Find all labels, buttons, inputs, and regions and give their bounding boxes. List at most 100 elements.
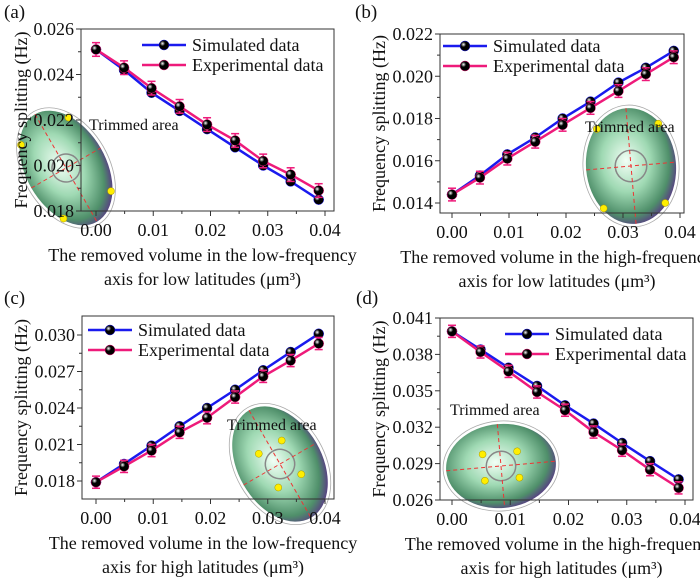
data-point xyxy=(174,101,185,112)
trimmed-point xyxy=(297,470,305,479)
x-axis-label-line2: axis for high latitudes (μm³) xyxy=(460,558,662,578)
trimmed-point xyxy=(593,125,601,133)
data-point xyxy=(446,326,458,337)
data-point xyxy=(585,102,596,114)
annotation-trimmed-area: Trimmed area xyxy=(585,119,675,136)
y-tick-label: 0.030 xyxy=(35,325,76,345)
panel-d: (d) Trimmed area 0.026 0.029 0.032 0.035 0.038… xyxy=(356,288,700,578)
y-tick-label: 0.024 xyxy=(35,398,76,418)
x-axis-label-line1: The removed volume in the low-frequency xyxy=(48,245,356,265)
resonator-inset xyxy=(228,402,332,526)
data-point xyxy=(673,482,684,494)
x-tick-label: 0.04 xyxy=(309,220,341,240)
panel-label: (b) xyxy=(355,2,377,23)
y-tick-label: 0.022 xyxy=(34,110,75,130)
trimmed-point xyxy=(654,119,663,128)
legend-label: Simulated data xyxy=(493,36,600,56)
x-axis-label-line2: axis for low latitudes (μm³) xyxy=(458,271,655,292)
resonator-rim xyxy=(582,104,680,228)
data-point xyxy=(503,366,514,377)
data-point xyxy=(201,412,213,423)
y-tick-label: 0.022 xyxy=(393,24,434,44)
axis-dashed-line xyxy=(446,460,556,472)
trimmed-point xyxy=(274,483,283,492)
x-tick-label: 0.02 xyxy=(550,222,582,242)
legend-item: Simulated data xyxy=(142,35,299,55)
legend-item: Experimental data xyxy=(142,55,323,75)
y-tick-label: 0.024 xyxy=(34,65,75,85)
resonator-shell xyxy=(19,110,113,226)
y-axis-label: Frequency splitting (Hz) xyxy=(369,35,390,212)
trimmed-point xyxy=(515,473,524,482)
axis-dashed-line xyxy=(243,442,317,486)
data-point xyxy=(90,476,102,488)
y-tick-label: 0.020 xyxy=(34,156,75,176)
data-point xyxy=(118,461,130,472)
data-point xyxy=(475,346,486,358)
data-point xyxy=(588,426,599,438)
x-tick-label: 0.01 xyxy=(493,222,525,242)
resonator-stem xyxy=(51,153,81,183)
x-tick-label: 0.04 xyxy=(669,509,700,529)
axis-dashed-line xyxy=(625,108,637,224)
resonator-inset xyxy=(582,104,680,228)
series-experimental xyxy=(446,324,684,495)
legend-marker xyxy=(104,344,116,356)
y-tick-label: 0.027 xyxy=(35,362,76,382)
data-point xyxy=(557,119,568,131)
trimmed-point xyxy=(599,204,608,213)
y-axis-label: Frequency splitting (Hz) xyxy=(11,32,32,209)
y-tick-label: 0.016 xyxy=(393,151,434,171)
data-point xyxy=(118,62,130,73)
x-tick-label: 0.01 xyxy=(495,509,527,529)
y-tick-label: 0.038 xyxy=(393,344,434,364)
resonator-inset xyxy=(442,420,560,512)
data-point xyxy=(616,445,628,456)
legend-label: Simulated data xyxy=(192,35,299,55)
data-point xyxy=(229,391,241,403)
x-tick-label: 0.03 xyxy=(252,508,284,528)
panel-label: (d) xyxy=(356,288,378,309)
data-point xyxy=(90,44,102,55)
data-point xyxy=(668,51,679,63)
y-tick-label: 0.021 xyxy=(35,435,76,455)
x-axis-label-line1: The removed volume in the high-frequency xyxy=(400,247,700,267)
legend-label: Experimental data xyxy=(555,344,686,364)
panel-label: (a) xyxy=(4,2,25,23)
data-point xyxy=(559,404,571,416)
y-axis-label: Frequency splitting (Hz) xyxy=(11,319,32,496)
y-tick-label: 0.018 xyxy=(393,109,434,129)
trimmed-point xyxy=(481,476,489,485)
panel-a: (a) Trimmed area 0.018 0.020 0.022 0.024 0.026… xyxy=(4,2,357,290)
legend-marker xyxy=(158,39,170,51)
panel-label: (c) xyxy=(4,288,25,309)
legend-marker xyxy=(104,324,116,336)
annotation-trimmed-area: Trimmed area xyxy=(89,117,179,134)
y-tick-label: 0.014 xyxy=(393,193,434,213)
y-tick-label: 0.032 xyxy=(393,417,434,437)
legend-marker xyxy=(158,59,170,71)
x-axis-label-line2: axis for high latitudes (μm³) xyxy=(102,557,304,578)
y-tick-label: 0.026 xyxy=(34,19,75,39)
legend-marker xyxy=(521,328,533,340)
data-point xyxy=(613,85,624,97)
x-axis-label-line1: The removed volume in the low-frequency xyxy=(49,533,357,553)
legend-item: Experimental data xyxy=(443,56,624,76)
x-tick-label: 0.02 xyxy=(195,220,227,240)
data-point xyxy=(313,338,324,349)
legend-marker xyxy=(459,40,471,52)
resonator-rim xyxy=(228,402,332,526)
data-point xyxy=(257,155,269,167)
legend-label: Experimental data xyxy=(138,340,269,360)
data-point xyxy=(229,135,241,146)
x-tick-label: 0.02 xyxy=(195,508,227,528)
y-tick-label: 0.018 xyxy=(35,471,76,491)
trimmed-point xyxy=(59,214,68,223)
data-point xyxy=(313,185,324,196)
x-axis-label-line1: The removed volume in the high-frequency xyxy=(405,534,700,554)
resonator-rim xyxy=(442,420,560,512)
data-point xyxy=(529,136,541,147)
axis-dashed-line xyxy=(31,147,101,189)
legend-item: Simulated data xyxy=(443,36,600,56)
